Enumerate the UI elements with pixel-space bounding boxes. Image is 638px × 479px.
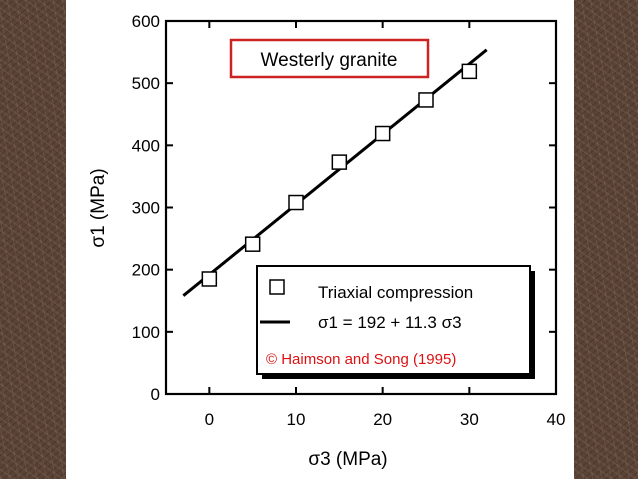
legend-square-marker [269, 279, 285, 295]
data-points [201, 63, 478, 287]
x-tick-label: 30 [460, 410, 479, 429]
y-axis-ticks: 0 100 200 300 400 500 600 [132, 12, 556, 404]
y-tick-label: 200 [132, 261, 160, 280]
y-tick-label: 100 [132, 323, 160, 342]
data-point-square [331, 154, 348, 170]
data-point-square [418, 92, 434, 108]
title-box [229, 38, 430, 79]
y-tick-label: 300 [132, 199, 160, 218]
chart: 0 10 20 30 40 0 100 200 300 400 500 600 Westerly g… [88, 12, 566, 470]
y-tick-label: 400 [132, 136, 160, 155]
fit-line-layer [182, 48, 488, 297]
data-point-square [244, 236, 261, 252]
y-tick-label: 500 [132, 74, 160, 93]
copyright-note: © Haimson and Song (1995) [266, 351, 456, 368]
plot-panel: 0 10 20 30 40 0 100 200 300 400 500 600 Westerly g… [66, 0, 574, 479]
x-tick-label: 0 [205, 410, 214, 429]
y-tick-label: 600 [132, 12, 160, 31]
y-tick-label: 0 [151, 385, 160, 404]
data-point-square [461, 63, 478, 80]
data-point-square [201, 271, 218, 287]
legend-box [256, 265, 531, 375]
legend-label-triaxial: Triaxial compression [318, 283, 473, 302]
data-point-square [374, 125, 391, 142]
legend-label-fit: σ1 = 192 + 11.3 σ3 [318, 313, 462, 332]
data-point-square [288, 194, 304, 211]
x-axis-label: σ3 (MPa) [308, 449, 387, 470]
fit-line [182, 48, 488, 297]
y-axis-label: σ1 (MPa) [88, 168, 109, 247]
x-tick-label: 40 [547, 410, 566, 429]
x-tick-label: 10 [287, 410, 306, 429]
chart-title: Westerly granite [261, 50, 398, 71]
wood-border-right [574, 0, 638, 479]
wood-border-left [0, 0, 66, 479]
x-tick-label: 20 [373, 410, 392, 429]
plot-frame [164, 19, 558, 396]
